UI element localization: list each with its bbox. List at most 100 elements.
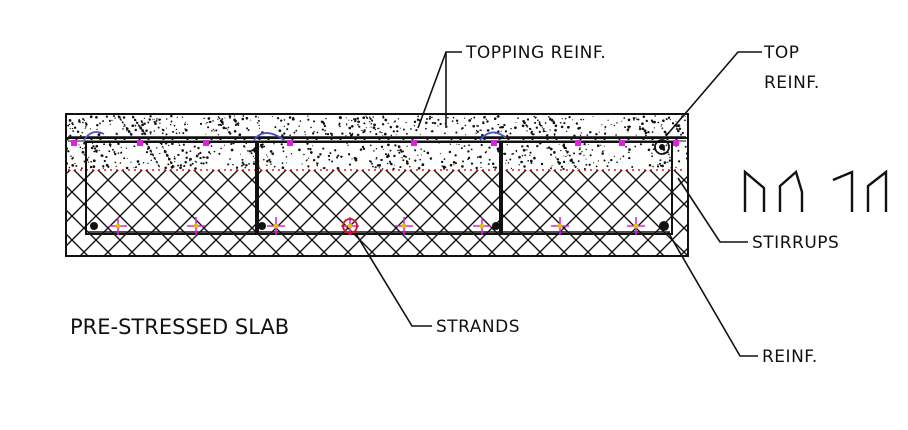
stipple-dot: [246, 127, 249, 130]
stipple-dot: [566, 151, 569, 154]
stipple-dot: [194, 160, 196, 163]
stipple-dot: [140, 127, 143, 130]
stipple-dot: [223, 144, 226, 146]
stipple-dot: [141, 121, 143, 124]
stipple-dot: [108, 143, 112, 147]
stipple-dot: [397, 145, 401, 149]
stipple-dot: [545, 130, 547, 133]
stipple-dot: [538, 123, 541, 126]
stipple-dot: [443, 158, 446, 160]
stipple-dot: [149, 115, 152, 118]
stipple-dot: [347, 144, 349, 146]
stipple-dot: [189, 164, 192, 167]
stipple-dot: [228, 115, 232, 118]
stirrup-3: [501, 141, 673, 235]
stipple-dot: [175, 128, 178, 131]
stipple-dot: [615, 134, 617, 136]
stipple-dot: [485, 118, 487, 121]
stipple-dot: [220, 147, 222, 150]
leader-top-reinf: [665, 51, 762, 137]
stipple-dot: [123, 125, 125, 128]
stipple-dot: [336, 157, 338, 159]
topping-bar-mark: [71, 140, 77, 146]
stipple-dot: [562, 160, 566, 164]
stipple-dot: [448, 150, 452, 154]
stipple-dot: [348, 119, 350, 121]
stipple-dot: [288, 116, 292, 119]
stipple-dot: [500, 130, 502, 132]
corner-bars: [90, 147, 669, 231]
stipple-dot: [386, 154, 390, 157]
drawing-title: PRE-STRESSED SLAB: [70, 315, 289, 339]
stipple-dot: [652, 165, 654, 168]
stipple-dot: [414, 149, 417, 152]
stipple-dot: [475, 125, 478, 127]
stipple-dot: [227, 163, 230, 166]
stipple-dot: [637, 118, 640, 121]
stipple-dot: [549, 116, 551, 118]
stipple-dot: [74, 162, 76, 165]
stipple-dot: [165, 118, 168, 120]
stipple-dot: [635, 117, 637, 119]
stipple-dot: [153, 118, 155, 120]
stipple-dot: [136, 160, 140, 163]
stipple-dot: [535, 126, 538, 129]
stipple-dot: [426, 151, 430, 155]
stipple-dot: [577, 127, 580, 130]
stipple-dot: [217, 118, 219, 120]
rebar-dot: [253, 147, 259, 153]
stipple-dot: [354, 158, 358, 162]
stipple-dot: [147, 162, 149, 164]
stipple-dot: [95, 115, 98, 119]
stipple-dot: [525, 124, 528, 127]
stipple-dot: [83, 119, 86, 122]
stipple-dot: [197, 153, 200, 155]
stipple-dot: [449, 163, 453, 167]
stipple-dot: [293, 131, 296, 134]
stipple-dot: [165, 154, 169, 157]
stipple-dot: [329, 152, 332, 155]
stipple-dot: [586, 134, 589, 136]
stipple-dot: [357, 120, 360, 124]
stipple-dot: [211, 130, 213, 132]
stipple-dot: [230, 142, 233, 146]
stipple-dot: [135, 166, 137, 169]
stipple-dot: [281, 166, 285, 169]
stipple-dot: [397, 149, 399, 152]
top-reinf-bar-core: [659, 144, 665, 150]
stipple-dot: [346, 123, 348, 125]
stipple-dot: [200, 162, 203, 165]
stipple-dot: [475, 130, 478, 132]
stipple-dot: [249, 150, 252, 153]
stipple-dot: [242, 115, 245, 117]
stipple-dot: [567, 154, 569, 156]
top-reinf-bar-section: [654, 139, 670, 155]
stipple-dot: [125, 127, 129, 131]
strand-marker: [341, 217, 359, 235]
stipple-dot: [168, 157, 171, 161]
stipple-dot: [668, 159, 672, 162]
stipple-dot: [330, 160, 334, 163]
stipple-dot: [632, 117, 636, 120]
stipple-dot: [167, 163, 170, 166]
stipple-dot: [452, 116, 455, 119]
stipple-dot: [256, 122, 259, 124]
stipple-dot: [351, 125, 354, 128]
stipple-dot: [549, 153, 553, 156]
stipple-dot: [324, 129, 326, 132]
rebar-dot: [492, 222, 500, 230]
slab-concrete-stipple: [67, 141, 687, 171]
stipple-dot: [72, 130, 75, 133]
stipple-dot: [675, 166, 677, 169]
stirrup-2: [257, 141, 501, 235]
stipple-dot: [372, 165, 374, 168]
stipple-dot: [122, 122, 124, 124]
stipple-dot: [462, 160, 464, 163]
stipple-dot: [310, 126, 312, 129]
stipple-dot: [125, 166, 129, 170]
stipple-dot: [533, 115, 536, 118]
stipple-dot: [162, 147, 164, 149]
stipple-dot: [207, 126, 210, 129]
stipple-dot: [258, 124, 260, 127]
stipple-dot: [283, 132, 286, 135]
